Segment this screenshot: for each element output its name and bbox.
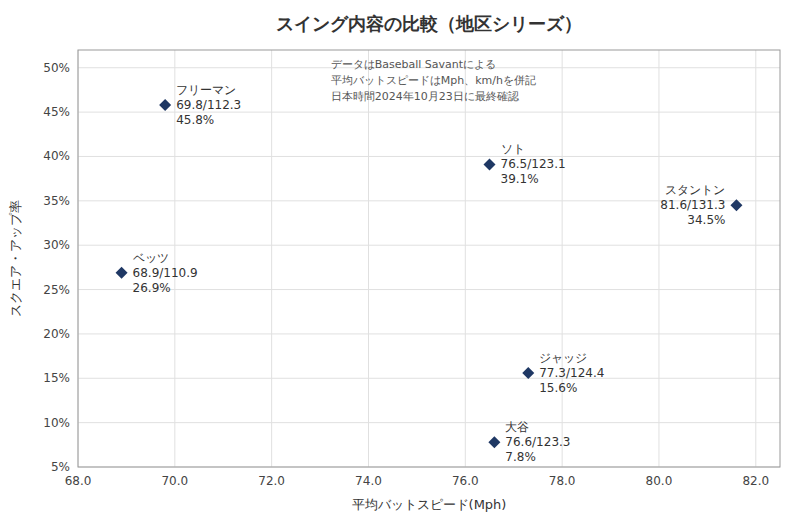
point-label: ソト76.5/123.139.1% <box>501 142 566 186</box>
point-label-line: 7.8% <box>505 450 536 464</box>
x-tick-label: 74.0 <box>355 474 382 488</box>
point-label-line: 69.8/112.3 <box>176 98 241 112</box>
x-axis-label: 平均バットスピード(Mph) <box>352 497 507 512</box>
annotation-line: データはBaseball Savantによる <box>331 58 496 71</box>
y-tick-label: 10% <box>43 416 70 430</box>
chart: 68.0 70.0 72.0 74.0 76.0 78.0 80.0 82.0 5% 10% 15%… <box>0 0 802 523</box>
y-tick-label: 25% <box>43 283 70 297</box>
y-tick-label: 20% <box>43 327 70 341</box>
annotation: データはBaseball Savantによる平均バットスピードはMph、km/h… <box>331 58 536 103</box>
y-tick-label: 45% <box>43 105 70 119</box>
point <box>116 267 128 279</box>
x-tick-label: 82.0 <box>742 474 769 488</box>
x-tick-label: 80.0 <box>646 474 673 488</box>
point-label-line: ジャッジ <box>539 351 587 365</box>
point <box>159 99 171 111</box>
point-label: スタントン81.6/131.334.5% <box>660 183 725 227</box>
plot-frame <box>78 50 780 467</box>
point <box>730 199 742 211</box>
point-label-line: 68.9/110.9 <box>133 266 198 280</box>
point-label: ベッツ68.9/110.926.9% <box>133 251 198 295</box>
grid-line-y <box>78 245 780 246</box>
grid-line-y <box>78 333 780 334</box>
point-label-line: 76.5/123.1 <box>501 157 566 171</box>
y-tick-label: 30% <box>43 238 70 252</box>
grid-line-y <box>78 378 780 379</box>
x-tick-label: 70.0 <box>161 474 188 488</box>
grid <box>78 50 780 467</box>
y-tick-label: 50% <box>43 61 70 75</box>
point-label-line: 大谷 <box>505 420 529 434</box>
point-label-line: 81.6/131.3 <box>660 198 725 212</box>
point-label: ジャッジ77.3/124.415.6% <box>539 351 604 395</box>
grid-line-y <box>78 156 780 157</box>
point-label-line: 77.3/124.4 <box>539 366 604 380</box>
grid-line-y <box>78 422 780 423</box>
y-tick-label: 5% <box>51 460 70 474</box>
point-label: フリーマン69.8/112.345.8% <box>176 83 241 127</box>
y-axis-label: スクエア・アップ率 <box>8 200 23 317</box>
points <box>116 99 743 448</box>
point <box>522 367 534 379</box>
title: スイング内容の比較（地区シリーズ） <box>276 13 582 34</box>
x-tick-label: 76.0 <box>452 474 479 488</box>
point-label-line: 39.1% <box>501 172 539 186</box>
y-tick-label: 40% <box>43 149 70 163</box>
grid-line-y <box>78 289 780 290</box>
point-label-line: 15.6% <box>539 381 577 395</box>
point-label-line: 45.8% <box>176 113 214 127</box>
point-label-line: 76.6/123.3 <box>505 435 570 449</box>
x-tick-label: 78.0 <box>549 474 576 488</box>
y-tick-label: 15% <box>43 371 70 385</box>
x-tick-label: 68.0 <box>65 474 92 488</box>
point-label: 大谷76.6/123.37.8% <box>505 420 570 464</box>
point <box>484 158 496 170</box>
point-label-line: フリーマン <box>176 83 236 97</box>
point-label-line: ソト <box>501 142 525 156</box>
x-tick-label: 72.0 <box>258 474 285 488</box>
annotation-line: 平均バットスピードはMph、km/hを併記 <box>331 74 536 87</box>
point-label-line: 34.5% <box>687 213 725 227</box>
y-tick-label: 35% <box>43 194 70 208</box>
point-label-line: ベッツ <box>133 251 169 265</box>
annotation-line: 日本時間2024年10月23日に最終確認 <box>331 90 519 103</box>
point-label-line: スタントン <box>665 183 725 197</box>
point <box>488 436 500 448</box>
point-label-line: 26.9% <box>133 281 171 295</box>
